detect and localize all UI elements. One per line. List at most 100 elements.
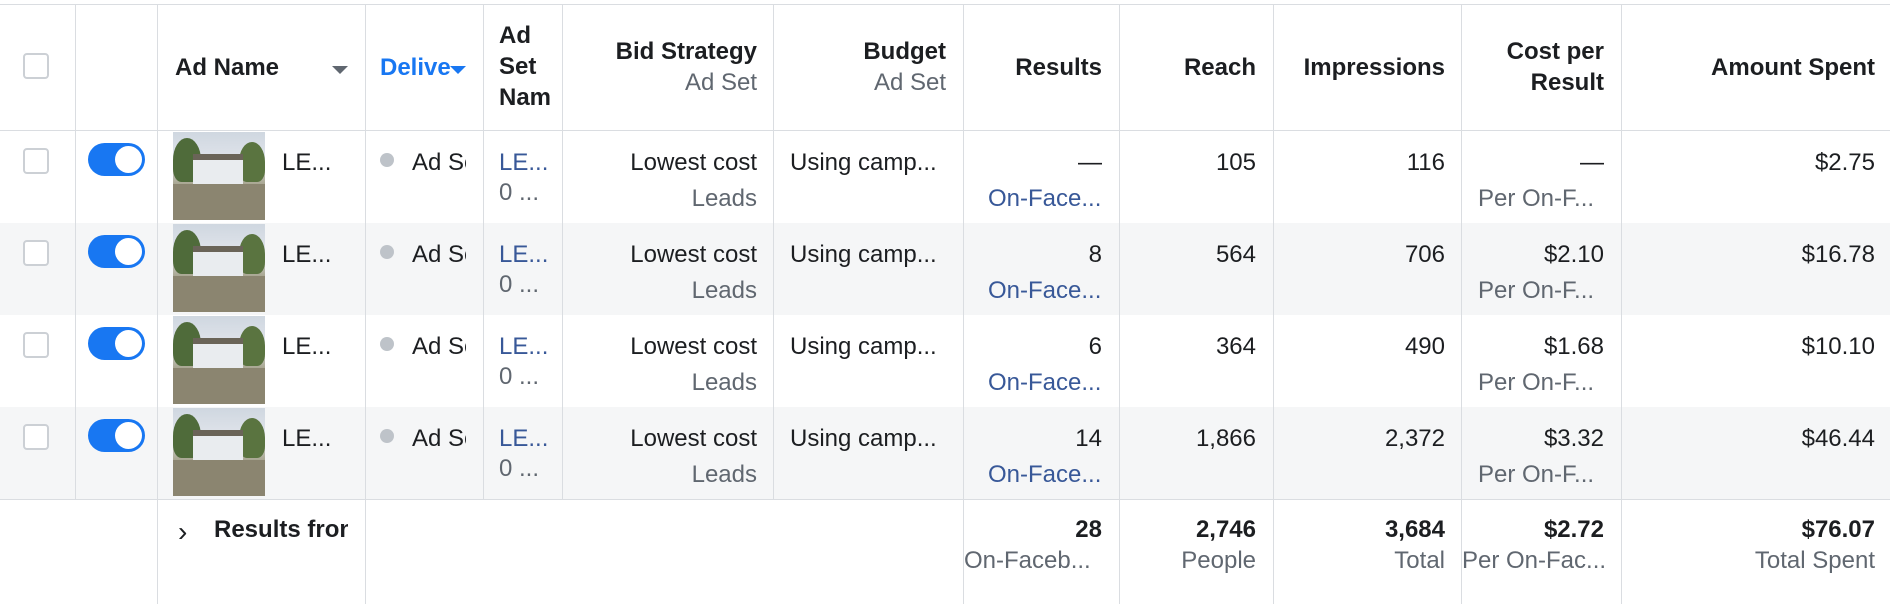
totals-results: 28 [1075,516,1102,543]
divider [157,4,158,604]
results-type-link[interactable]: On-Face... [988,277,1102,304]
bid-strategy-sub: Leads [691,461,757,488]
ad-set-name-link[interactable]: LE... [499,425,549,452]
ad-toggle[interactable] [88,327,145,360]
toggle-knob [115,330,142,357]
row-checkbox[interactable] [23,148,49,174]
divider [0,499,1890,500]
table-row[interactable] [0,223,1890,315]
column-header-bid-strategy[interactable]: Bid Strategy Ad Set [616,36,757,98]
toggle-knob [115,422,142,449]
column-header-label: Ad [499,22,531,49]
row-checkbox[interactable] [23,332,49,358]
ad-thumbnail-image[interactable] [173,316,265,404]
ad-set-count: 0 ... [499,271,540,298]
sort-arrow-icon[interactable] [450,66,466,74]
delivery-status: Ad Se [412,149,466,176]
divider [0,130,1890,131]
status-dot-icon [380,337,394,351]
results-type-link[interactable]: On-Face... [988,369,1102,396]
ad-set-name-link[interactable]: LE... [499,149,549,176]
divider [0,4,1890,5]
amount-spent-value: $10.10 [1801,333,1875,360]
totals-impressions-sub: Total [1394,547,1445,574]
cost-per-result-value: $1.68 [1543,333,1604,360]
impressions-value: 2,372 [1384,425,1445,452]
divider [483,4,484,500]
status-dot-icon [380,245,394,259]
results-type-link[interactable]: On-Face... [988,461,1102,488]
cost-per-result-value: $2.10 [1543,241,1604,268]
column-header-label: Cost per [1506,38,1604,65]
row-checkbox[interactable] [23,424,49,450]
bid-strategy-sub: Leads [691,277,757,304]
divider [963,4,964,604]
chevron-right-icon[interactable]: › [178,516,188,547]
ad-set-name-link[interactable]: LE... [499,241,549,268]
totals-results-sub: On-Faceb... [964,547,1091,574]
impressions-value: 116 [1406,149,1445,176]
totals-reach: 2,746 [1195,516,1256,543]
totals-amount-spent-sub: Total Spent [1754,547,1875,574]
table-row[interactable] [0,407,1890,499]
divider [1461,4,1462,604]
ad-toggle[interactable] [88,419,145,452]
column-header-ad-set-name[interactable]: Ad Set Nam [499,20,561,113]
reach-value: 364 [1215,333,1256,360]
column-header-delivery[interactable]: Delive [380,52,452,83]
status-dot-icon [380,153,394,167]
column-header-label: Amount Spent [1711,54,1875,81]
delivery-status: Ad Se [412,241,466,268]
column-header-reach[interactable]: Reach [1184,52,1256,83]
ad-thumbnail-image[interactable] [173,224,265,312]
budget-value: Using camp... [790,241,937,268]
column-header-impressions[interactable]: Impressions [1304,52,1445,83]
select-all-checkbox[interactable] [23,53,49,79]
ad-name-link[interactable]: LE... [282,241,332,268]
column-header-cost-per-result[interactable]: Cost per Result [1507,36,1604,98]
ad-set-count: 0 ... [499,363,540,390]
divider [75,4,76,500]
column-header-label: Reach [1183,54,1256,81]
column-header-label: Delive [380,54,451,81]
divider [562,4,563,500]
row-checkbox[interactable] [23,240,49,266]
ad-set-name-link[interactable]: LE... [499,333,549,360]
status-dot-icon [380,429,394,443]
cost-per-result-value: $3.32 [1543,425,1604,452]
column-header-ad-name[interactable]: Ad Name [175,52,279,83]
bid-strategy-value: Lowest cost [630,241,757,268]
ad-name-link[interactable]: LE... [282,425,332,452]
column-header-label: Ad Name [175,54,280,81]
amount-spent-value: $2.75 [1814,149,1875,176]
sort-arrow-icon[interactable] [332,66,348,74]
cost-per-result-sub: Per On-F... [1478,277,1595,304]
results-type-link[interactable]: On-Face... [988,185,1102,212]
totals-impressions: 3,684 [1384,516,1445,543]
ad-set-count: 0 ... [499,455,540,482]
results-value: 8 [1088,241,1102,268]
amount-spent-value: $46.44 [1801,425,1875,452]
ad-toggle[interactable] [88,235,145,268]
cost-per-result-value: — [1580,149,1604,176]
toggle-knob [115,146,142,173]
totals-label[interactable]: Results fron [214,516,348,543]
bid-strategy-value: Lowest cost [630,333,757,360]
divider [365,4,366,604]
reach-value: 564 [1215,241,1256,268]
column-header-amount-spent[interactable]: Amount Spent [1711,52,1875,83]
column-header-results[interactable]: Results [1015,52,1102,83]
bid-strategy-value: Lowest cost [630,149,757,176]
cost-per-result-sub: Per On-F... [1478,369,1595,396]
column-header-budget[interactable]: Budget Ad Set [863,36,946,98]
ad-name-link[interactable]: LE... [282,149,332,176]
ad-name-link[interactable]: LE... [282,333,332,360]
budget-value: Using camp... [790,333,937,360]
ad-set-count: 0 ... [499,179,540,206]
ad-toggle[interactable] [88,143,145,176]
ad-thumbnail-image[interactable] [173,408,265,496]
reach-value: 1,866 [1195,425,1256,452]
results-value: 14 [1075,425,1102,452]
ad-thumbnail-image[interactable] [173,132,265,220]
